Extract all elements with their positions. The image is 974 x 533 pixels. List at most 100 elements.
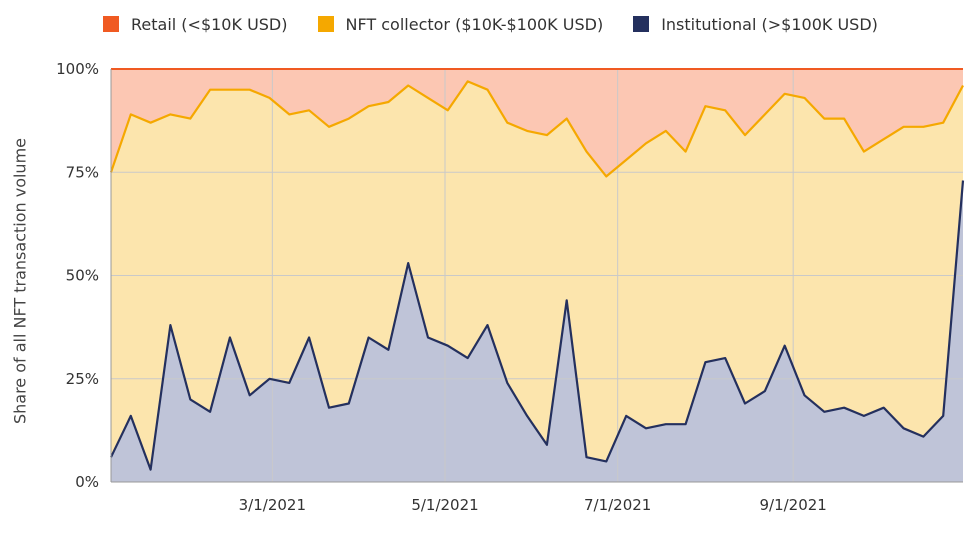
- nft-collector-point: [803, 96, 807, 100]
- nft-collector-point: [347, 117, 351, 121]
- institutional-point: [406, 261, 410, 265]
- nft-collector-point: [188, 117, 192, 121]
- nft-collector-point: [545, 133, 549, 137]
- nft-collector-point: [367, 104, 371, 108]
- institutional-point: [545, 443, 549, 447]
- institutional-point: [961, 179, 965, 183]
- legend-label-nft-collector: NFT collector ($10K-$100K USD): [345, 14, 604, 34]
- nft-collector-point: [664, 129, 668, 133]
- legend: Retail (<$10K USD) NFT collector ($10K-$…: [103, 11, 908, 37]
- institutional-point: [862, 414, 866, 418]
- x-tick-label: 7/1/2021: [584, 496, 651, 514]
- institutional-point: [604, 459, 608, 463]
- institutional-point: [763, 389, 767, 393]
- nft-collector-point: [149, 121, 153, 125]
- nft-collector-point: [486, 88, 490, 92]
- nft-collector-point: [703, 104, 707, 108]
- institutional-point: [386, 348, 390, 352]
- nft-collector-point: [921, 125, 925, 129]
- x-tick-label: 9/1/2021: [759, 496, 826, 514]
- legend-item-institutional: Institutional (>$100K USD): [633, 15, 878, 34]
- nft-collector-point: [961, 84, 965, 88]
- nft-collector-point: [902, 125, 906, 129]
- nft-collector-point: [565, 117, 569, 121]
- nft-collector-point: [228, 88, 232, 92]
- nft-collector-line: [109, 80, 964, 178]
- institutional-point: [783, 344, 787, 348]
- nft-collector-point: [466, 79, 470, 83]
- institutional-point: [446, 344, 450, 348]
- nft-collector-point: [941, 121, 945, 125]
- nft-collector-point: [862, 150, 866, 154]
- y-tick-label: 25%: [66, 370, 99, 388]
- institutional-area: [111, 180, 963, 482]
- institutional-point: [426, 336, 430, 340]
- institutional-point: [882, 406, 886, 410]
- institutional-point: [585, 455, 589, 459]
- institutional-point: [188, 397, 192, 401]
- institutional-point: [525, 414, 529, 418]
- y-tick-label: 75%: [66, 163, 99, 181]
- nft-collector-point: [763, 112, 767, 116]
- nft-collector-point: [624, 158, 628, 162]
- institutional-point: [902, 426, 906, 430]
- nft-collector-point: [822, 117, 826, 121]
- y-tick-label: 0%: [75, 473, 99, 491]
- legend-item-nft-collector: NFT collector ($10K-$100K USD): [317, 14, 604, 34]
- institutional-point: [822, 410, 826, 414]
- institutional-line: [110, 180, 965, 471]
- nft-collector-point: [287, 112, 291, 116]
- institutional-point: [664, 422, 668, 426]
- institutional-point: [565, 298, 569, 302]
- institutional-point: [327, 406, 331, 410]
- institutional-point: [703, 360, 707, 364]
- nft-collector-point: [426, 96, 430, 100]
- y-tick-label: 100%: [56, 60, 99, 78]
- legend-swatch-retail: [103, 16, 119, 32]
- nft-collector-point: [208, 88, 212, 92]
- institutional-point: [941, 414, 945, 418]
- institutional-point: [307, 336, 311, 340]
- institutional-point: [367, 336, 371, 340]
- institutional-point: [168, 323, 172, 327]
- retail-area: [111, 69, 963, 177]
- nft-collector-point: [882, 137, 886, 141]
- nft-collector-point: [842, 117, 846, 121]
- nft-collector-point: [268, 96, 272, 100]
- institutional-point: [505, 381, 509, 385]
- nft-collector-point: [327, 125, 331, 129]
- institutional-point: [347, 402, 351, 406]
- legend-label-institutional: Institutional (>$100K USD): [661, 14, 878, 34]
- nft-collector-point: [505, 121, 509, 125]
- y-tick-label: 50%: [66, 267, 99, 285]
- nft-collector-point: [585, 150, 589, 154]
- nft-collector-point: [604, 174, 608, 178]
- legend-swatch-institutional: [633, 16, 650, 32]
- nft-collector-point: [406, 84, 410, 88]
- nft-collector-point: [644, 141, 648, 145]
- legend-item-retail: Retail (<$10K USD): [103, 15, 288, 34]
- institutional-point: [228, 336, 232, 340]
- nft-collector-point: [386, 100, 390, 104]
- nft-collector-point: [783, 92, 787, 96]
- institutional-point: [268, 377, 272, 381]
- nft-collector-point: [168, 112, 172, 116]
- legend-swatch-nft-collector: [317, 16, 334, 32]
- institutional-point: [803, 393, 807, 397]
- institutional-point: [149, 468, 153, 472]
- institutional-point: [921, 435, 925, 439]
- institutional-point: [129, 414, 133, 418]
- institutional-point: [287, 381, 291, 385]
- institutional-point: [842, 406, 846, 410]
- institutional-point: [248, 393, 252, 397]
- x-tick-label: 3/1/2021: [239, 496, 306, 514]
- institutional-point: [743, 402, 747, 406]
- nft-collector-point: [743, 133, 747, 137]
- institutional-point: [208, 410, 212, 414]
- institutional-point: [644, 426, 648, 430]
- institutional-point: [624, 414, 628, 418]
- legend-label-retail: Retail (<$10K USD): [131, 14, 288, 34]
- institutional-point: [486, 323, 490, 327]
- institutional-point: [723, 356, 727, 360]
